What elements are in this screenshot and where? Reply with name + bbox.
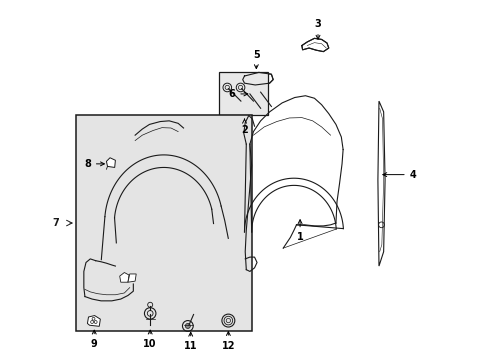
Text: 10: 10 [143,330,157,349]
Circle shape [185,323,190,328]
Text: 7: 7 [53,218,60,228]
Text: 2: 2 [241,119,247,135]
Text: 12: 12 [221,332,235,351]
Text: 1: 1 [296,220,303,242]
Bar [76,116,251,330]
Polygon shape [128,274,136,282]
Polygon shape [301,39,328,51]
Text: 5: 5 [252,50,259,68]
Polygon shape [120,273,129,282]
Text: 4: 4 [382,170,416,180]
Polygon shape [87,316,100,326]
Bar [219,72,267,116]
Polygon shape [377,101,384,266]
Text: 8: 8 [84,159,104,169]
Polygon shape [242,72,273,85]
Text: 9: 9 [91,330,98,349]
Text: 11: 11 [183,332,197,351]
Text: 3: 3 [314,19,321,39]
Polygon shape [106,158,115,167]
Text: 6: 6 [228,89,247,99]
